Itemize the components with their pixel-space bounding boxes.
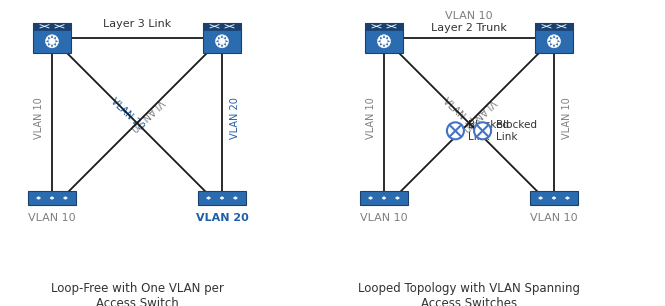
Text: VLAN 10: VLAN 10: [530, 213, 578, 223]
Circle shape: [45, 35, 59, 48]
Text: VLAN 10: VLAN 10: [445, 11, 493, 21]
Text: VLAN 10: VLAN 10: [440, 96, 477, 132]
Circle shape: [474, 122, 491, 139]
Circle shape: [215, 35, 229, 48]
Text: VLAN 20: VLAN 20: [196, 213, 248, 223]
FancyBboxPatch shape: [365, 23, 403, 30]
FancyBboxPatch shape: [365, 23, 403, 53]
Text: VLAN 10: VLAN 10: [460, 96, 497, 132]
Text: VLAN 10: VLAN 10: [34, 97, 44, 139]
Text: VLAN 10: VLAN 10: [366, 97, 376, 139]
Circle shape: [378, 35, 390, 48]
FancyBboxPatch shape: [530, 191, 578, 205]
FancyBboxPatch shape: [535, 23, 573, 53]
FancyBboxPatch shape: [33, 23, 70, 53]
Text: Blocked
Link: Blocked Link: [495, 120, 537, 142]
Text: VLAN 10: VLAN 10: [28, 213, 76, 223]
Text: Loop-Free with One VLAN per
Access Switch: Loop-Free with One VLAN per Access Switc…: [51, 282, 223, 306]
Text: VLAN 20: VLAN 20: [230, 97, 240, 139]
Circle shape: [447, 122, 464, 139]
FancyBboxPatch shape: [535, 23, 573, 30]
Text: VLAN 10: VLAN 10: [128, 96, 166, 132]
FancyBboxPatch shape: [28, 191, 76, 205]
FancyBboxPatch shape: [203, 23, 241, 53]
Text: Layer 3 Link: Layer 3 Link: [103, 19, 171, 29]
Text: Layer 2 Trunk: Layer 2 Trunk: [431, 23, 507, 33]
Text: VLAN 20: VLAN 20: [108, 96, 146, 132]
Text: Blocked
Link: Blocked Link: [468, 120, 509, 142]
Circle shape: [547, 35, 561, 48]
FancyBboxPatch shape: [198, 191, 246, 205]
Text: VLAN 10: VLAN 10: [562, 97, 572, 139]
FancyBboxPatch shape: [33, 23, 70, 30]
FancyBboxPatch shape: [360, 191, 408, 205]
Text: VLAN 10: VLAN 10: [360, 213, 408, 223]
FancyBboxPatch shape: [203, 23, 241, 30]
Text: Looped Topology with VLAN Spanning
Access Switches: Looped Topology with VLAN Spanning Acces…: [358, 282, 580, 306]
